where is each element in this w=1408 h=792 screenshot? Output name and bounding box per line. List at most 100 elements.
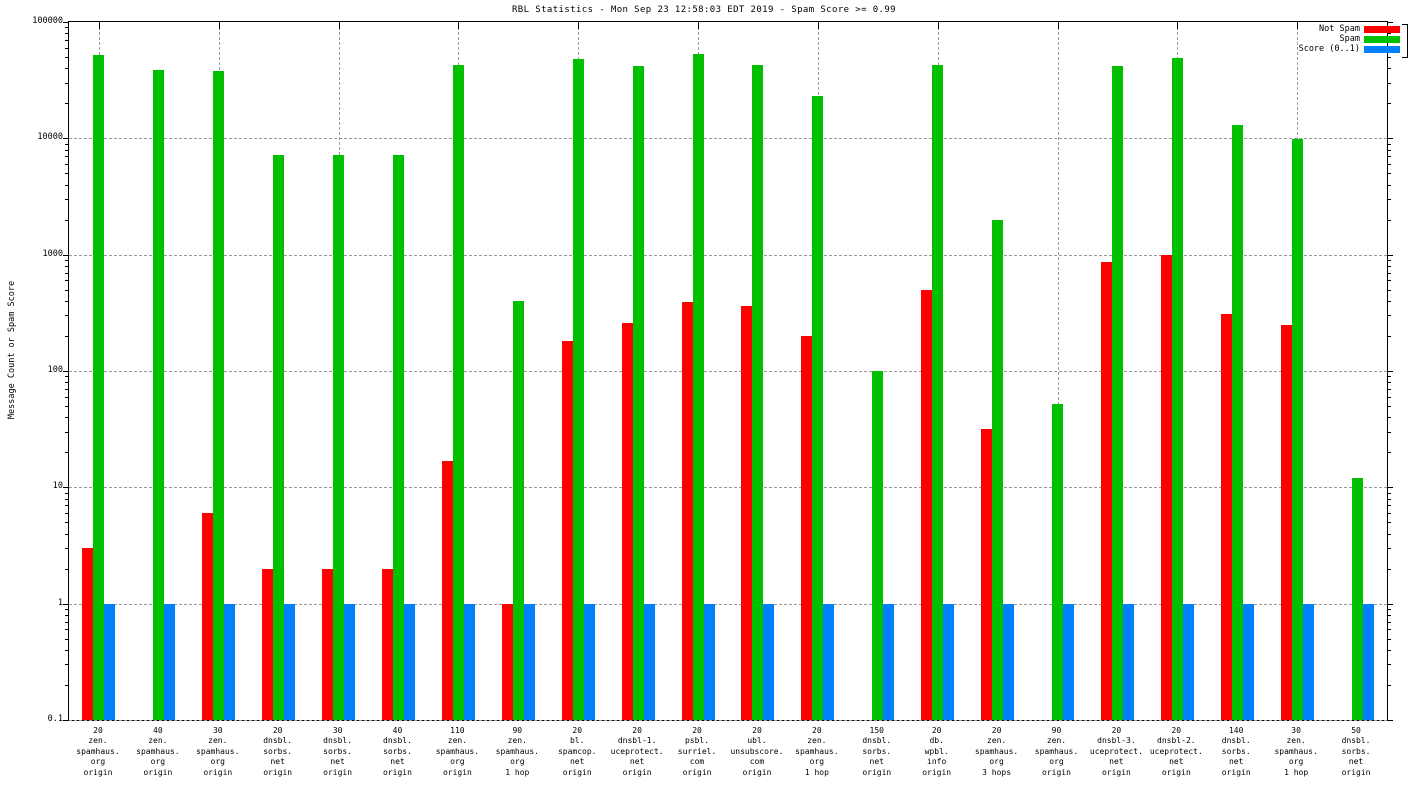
bar-group [142, 22, 176, 720]
y-minor-tick [1387, 68, 1391, 70]
y-tick [63, 22, 69, 23]
x-tick-label-line: dnsbl-2. [1157, 736, 1196, 746]
y-minor-tick [65, 315, 69, 317]
bar-red [322, 568, 334, 720]
x-tick-label: 90 zen. spamhaus. org origin [1027, 726, 1087, 778]
x-tick-label-line: origin [83, 767, 113, 777]
x-tick-label-line: spamhaus. [136, 746, 180, 756]
x-tick-label-line: dnsbl-1. [617, 736, 657, 746]
y-minor-tick [1387, 498, 1391, 500]
x-tick-label-line: origin [1042, 767, 1071, 777]
y-tick [1387, 720, 1393, 721]
y-minor-tick [65, 57, 69, 59]
bar-green [1171, 58, 1183, 720]
x-tick-label-line: origin [442, 767, 472, 777]
bar-green [752, 64, 764, 720]
x-tick-label-line: spamhaus. [1034, 746, 1079, 756]
x-tick-label: 40 zen. spamhaus. org origin [128, 726, 188, 778]
y-minor-tick [65, 513, 69, 515]
x-tick-label-line: info [927, 757, 947, 767]
x-tick-label-line: spamhaus. [1274, 746, 1318, 756]
y-minor-tick [65, 522, 69, 524]
bar-red [262, 568, 274, 720]
x-tick-label-line: zen. [208, 736, 228, 746]
y-minor-tick [1387, 406, 1391, 408]
y-minor-tick [65, 664, 69, 666]
y-minor-tick [1387, 300, 1391, 302]
x-tick-label-line: bl. [569, 736, 585, 746]
y-minor-tick [1387, 57, 1391, 59]
bar-group [561, 22, 595, 720]
x-tick-label: 30 dnsbl. sorbs. net origin [308, 726, 368, 778]
x-tick-label-line: origin [682, 767, 712, 777]
y-minor-tick [65, 82, 69, 84]
bar-red [561, 341, 573, 720]
legend-swatch [1364, 45, 1400, 53]
y-minor-tick [1387, 199, 1391, 201]
y-minor-tick [1387, 82, 1391, 84]
y-minor-tick [1387, 684, 1391, 686]
bar-red [501, 603, 513, 720]
x-tick-label-line: dnsbl. [263, 736, 293, 746]
x-tick [98, 22, 100, 29]
y-minor-tick [65, 164, 69, 166]
bar-blue [943, 603, 955, 720]
bar-green [153, 69, 165, 720]
bar-blue [463, 603, 475, 720]
x-tick-label: 110 zen. spamhaus. org origin [427, 726, 487, 778]
y-minor-tick [65, 406, 69, 408]
x-tick-label: 20 db. wpbl. info origin [907, 726, 967, 778]
x-tick-label-line: db. [929, 736, 944, 746]
x-tick-label-line: origin [562, 767, 592, 777]
gridline [69, 720, 1387, 721]
y-minor-tick [65, 40, 69, 42]
x-tick [1057, 22, 1059, 29]
bar-blue [763, 603, 775, 720]
bar-red [681, 302, 693, 720]
y-minor-tick [1387, 417, 1391, 419]
y-minor-tick [65, 649, 69, 651]
y-minor-tick [1387, 272, 1391, 274]
x-tick-label-line: 90 [1051, 726, 1062, 735]
bar-group [681, 22, 715, 720]
bar-group [1160, 22, 1194, 720]
x-tick-label: 140 dnsbl. sorbs. net origin [1206, 726, 1266, 778]
gridline [69, 371, 1387, 372]
x-tick-label-line: 20 [692, 726, 702, 735]
x-tick-label: 20 bl. spamcop. net origin [547, 726, 607, 778]
y-minor-tick [65, 492, 69, 494]
x-tick [817, 22, 819, 29]
x-tick-label-line: 110 [450, 726, 465, 735]
x-tick-label-line: org [150, 757, 166, 767]
legend-label: Not Spam [1319, 24, 1360, 34]
bar-blue [1122, 603, 1134, 720]
bar-green [452, 64, 464, 720]
x-tick-label-line: com [749, 757, 765, 767]
y-minor-tick [65, 173, 69, 175]
bar-red [1100, 261, 1112, 720]
x-tick [698, 22, 700, 29]
y-minor-tick [1387, 259, 1391, 261]
y-tick [1387, 138, 1393, 140]
bar-green [512, 300, 524, 720]
bar-green [213, 70, 225, 720]
y-minor-tick [1387, 505, 1391, 507]
x-tick-label: 20 dnsbl. sorbs. net origin [248, 726, 308, 778]
y-tick [1387, 22, 1393, 23]
x-tick-label-line: org [1288, 757, 1304, 767]
y-minor-tick [1387, 621, 1391, 623]
y-minor-tick [65, 33, 69, 35]
bar-green [632, 65, 644, 720]
bar-blue [823, 603, 835, 720]
x-tick-label-line: 20 [991, 726, 1002, 735]
y-minor-tick [1387, 382, 1391, 384]
y-tick [1387, 603, 1393, 605]
x-tick-label-line: 40 [153, 726, 163, 735]
x-tick-label-line: dnsbl. [1341, 736, 1371, 746]
x-tick-label-line: psbl. [684, 736, 710, 746]
x-tick [218, 22, 220, 29]
x-tick-label-line: org [1049, 757, 1064, 767]
x-tick-label-line: dnsbl. [323, 736, 353, 746]
y-minor-tick [1387, 103, 1391, 105]
x-tick-label-line: sorbs. [1341, 746, 1371, 756]
